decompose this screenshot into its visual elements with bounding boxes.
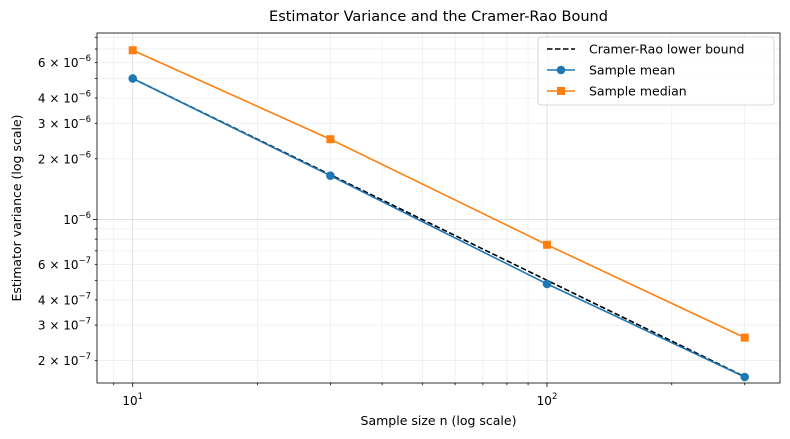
legend-label: Sample median — [589, 84, 687, 99]
y-tick-label: 6 × 10−7 — [38, 256, 91, 272]
legend-swatch-marker — [557, 87, 565, 95]
legend-label: Cramer-Rao lower bound — [589, 42, 744, 57]
data-point — [326, 135, 335, 144]
x-tick-label: 102 — [537, 392, 558, 408]
data-point — [543, 240, 552, 249]
y-tick-label: 2 × 10−6 — [38, 150, 91, 166]
legend-box — [537, 36, 775, 106]
legend-label: Sample mean — [589, 63, 675, 78]
series-sample-median — [128, 46, 749, 342]
y-tick-label: 2 × 10−7 — [38, 352, 91, 368]
data-point — [326, 171, 335, 180]
y-tick-label: 10−6 — [63, 211, 91, 227]
legend-item: Cramer-Rao lower bound — [547, 42, 744, 57]
legend: Cramer-Rao lower bound Sample mean Sample … — [537, 36, 775, 106]
data-point — [542, 279, 552, 289]
y-tick-label: 3 × 10−7 — [38, 317, 91, 333]
series-layer — [128, 46, 750, 382]
axis-ticks: 101 102 6 × 10−6 4 × 10−6 3 × 10−6 2 × 10−6 10… — [38, 36, 746, 408]
legend-item: Sample mean — [547, 63, 675, 78]
data-point — [128, 74, 138, 83]
legend-swatch-marker — [556, 65, 566, 75]
series-line — [132, 77, 746, 378]
series-sample-mean — [128, 74, 750, 382]
data-point — [740, 372, 750, 382]
x-tick-label: 101 — [122, 392, 143, 408]
y-tick-label: 3 × 10−6 — [38, 115, 91, 131]
data-point — [128, 46, 137, 55]
plot-frame — [96, 32, 781, 384]
chart-title: Estimator Variance and the Cramer-Rao Bo… — [269, 9, 608, 25]
series-line — [132, 49, 746, 339]
series-line — [132, 77, 746, 378]
legend-item: Sample median — [547, 84, 687, 99]
y-tick-label: 4 × 10−7 — [38, 291, 91, 307]
data-point — [740, 333, 749, 342]
y-tick-label: 4 × 10−6 — [38, 90, 91, 106]
y-axis-title: Estimator variance (log scale) — [9, 114, 24, 301]
y-tick-label: 6 × 10−6 — [38, 54, 91, 70]
series-cramer-rao-lower-bound — [132, 77, 746, 378]
x-axis-title: Sample size n (log scale) — [361, 413, 517, 428]
